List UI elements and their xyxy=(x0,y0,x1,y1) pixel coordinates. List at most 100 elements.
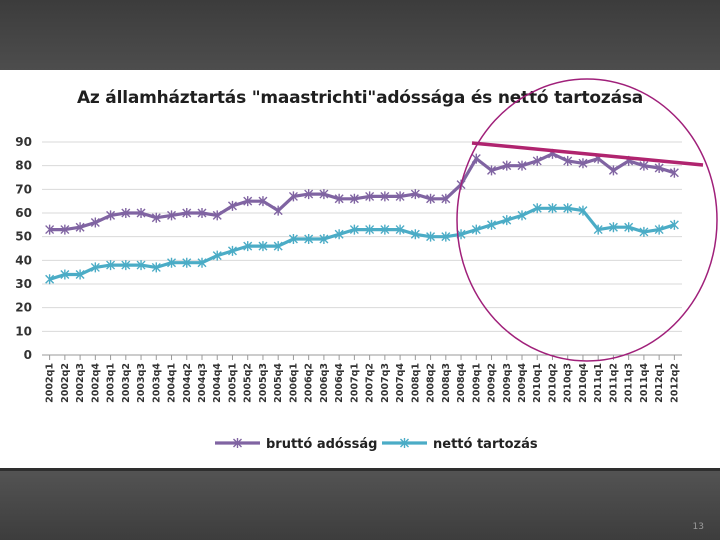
data-point-netto xyxy=(106,260,116,271)
data-point-netto xyxy=(654,224,664,235)
data-point-brutto xyxy=(563,155,573,166)
data-point-netto xyxy=(624,222,634,233)
data-point-netto xyxy=(578,205,588,216)
x-tick-label: 2008q1 xyxy=(410,363,421,403)
data-point-netto xyxy=(136,260,146,271)
x-tick-label: 2006q3 xyxy=(319,363,330,403)
data-point-brutto xyxy=(75,222,85,233)
data-point-brutto xyxy=(167,210,177,221)
x-tick-label: 2004q1 xyxy=(167,363,178,403)
data-point-brutto xyxy=(288,191,298,202)
data-point-brutto xyxy=(212,210,222,221)
data-point-netto xyxy=(410,229,420,240)
x-tick-label: 2008q3 xyxy=(441,363,452,403)
data-point-netto xyxy=(365,224,375,235)
x-tick-label: 2009q1 xyxy=(471,363,482,403)
data-point-netto xyxy=(304,234,314,245)
data-point-netto xyxy=(380,224,390,235)
data-point-brutto xyxy=(136,208,146,218)
x-tick-label: 2005q2 xyxy=(243,363,254,403)
data-point-netto xyxy=(426,231,436,242)
y-tick-label: 60 xyxy=(15,206,32,220)
x-tick-label: 2008q4 xyxy=(456,363,467,403)
x-tick-label: 2005q4 xyxy=(273,363,284,403)
data-point-brutto xyxy=(319,189,329,200)
data-point-brutto xyxy=(121,208,131,218)
data-point-brutto xyxy=(304,189,314,200)
data-point-netto xyxy=(669,219,679,230)
x-tick-label: 2007q2 xyxy=(365,363,376,403)
data-point-brutto xyxy=(487,165,497,176)
data-point-brutto xyxy=(380,191,390,202)
x-tick-label: 2009q3 xyxy=(502,363,513,403)
data-point-brutto xyxy=(426,193,436,204)
data-point-brutto xyxy=(502,160,512,171)
x-tick-label: 2010q2 xyxy=(547,363,558,403)
x-tick-label: 2005q1 xyxy=(227,363,238,403)
data-point-netto xyxy=(319,234,329,245)
data-point-brutto xyxy=(441,193,451,204)
data-point-netto xyxy=(258,241,268,252)
data-point-netto xyxy=(243,241,253,252)
data-point-brutto xyxy=(106,210,116,221)
data-point-brutto xyxy=(578,158,588,169)
data-point-netto xyxy=(441,231,451,242)
data-point-brutto xyxy=(258,196,268,207)
data-point-netto xyxy=(502,215,512,226)
data-point-netto xyxy=(182,257,192,268)
x-tick-label: 2007q1 xyxy=(349,363,360,403)
data-point-brutto xyxy=(60,224,70,235)
legend-swatch-marker xyxy=(400,438,409,448)
data-point-brutto xyxy=(471,153,481,164)
data-point-netto xyxy=(288,234,298,245)
x-tick-label: 2004q3 xyxy=(197,363,208,403)
x-tick-label: 2011q2 xyxy=(608,363,619,403)
series-line-brutto xyxy=(49,152,675,232)
data-point-netto xyxy=(121,260,131,271)
x-tick-label: 2003q2 xyxy=(121,363,132,403)
chart-title: Az államháztartás "maastrichti"adóssága … xyxy=(76,88,644,108)
data-point-netto xyxy=(532,203,542,214)
x-tick-label: 2010q1 xyxy=(532,363,543,403)
data-point-netto xyxy=(547,203,557,214)
data-point-netto xyxy=(151,262,161,273)
y-tick-label: 10 xyxy=(15,324,32,338)
x-tick-label: 2006q2 xyxy=(304,363,315,403)
y-tick-label: 50 xyxy=(15,230,32,244)
x-tick-label: 2006q4 xyxy=(334,363,345,403)
data-point-brutto xyxy=(365,191,375,202)
data-point-brutto xyxy=(151,212,161,223)
data-point-netto xyxy=(273,241,283,252)
x-tick-label: 2011q1 xyxy=(593,363,604,403)
data-point-brutto xyxy=(608,165,618,176)
data-point-netto xyxy=(593,224,603,235)
data-point-brutto xyxy=(182,208,192,218)
x-tick-label: 2009q4 xyxy=(517,363,528,403)
data-point-brutto xyxy=(334,193,344,204)
data-point-netto xyxy=(75,269,85,280)
legend-label: bruttó adósság xyxy=(266,437,377,452)
data-point-netto xyxy=(197,257,207,268)
x-tick-label: 2011q3 xyxy=(624,363,635,403)
data-point-brutto xyxy=(654,163,664,174)
x-tick-label: 2007q4 xyxy=(395,363,406,403)
data-point-brutto xyxy=(669,167,679,178)
x-tick-label: 2012q2 xyxy=(669,363,680,403)
slide-number: 13 xyxy=(692,522,704,532)
x-tick-label: 2011q4 xyxy=(639,363,650,403)
x-tick-label: 2003q4 xyxy=(151,363,162,403)
y-tick-label: 0 xyxy=(24,348,32,362)
y-tick-label: 70 xyxy=(15,182,32,196)
y-tick-label: 80 xyxy=(15,159,32,173)
slide-bottom-band xyxy=(0,468,720,540)
chart-panel: Az államháztartás "maastrichti"adóssága … xyxy=(0,70,720,468)
y-tick-label: 90 xyxy=(15,135,32,149)
data-point-brutto xyxy=(410,189,420,200)
data-point-netto xyxy=(517,210,527,221)
slide-top-band xyxy=(0,0,720,70)
x-tick-label: 2002q3 xyxy=(75,363,86,403)
legend-swatch-marker xyxy=(233,438,242,448)
data-point-brutto xyxy=(395,191,405,202)
data-point-brutto xyxy=(227,200,237,211)
y-tick-label: 30 xyxy=(15,277,32,291)
